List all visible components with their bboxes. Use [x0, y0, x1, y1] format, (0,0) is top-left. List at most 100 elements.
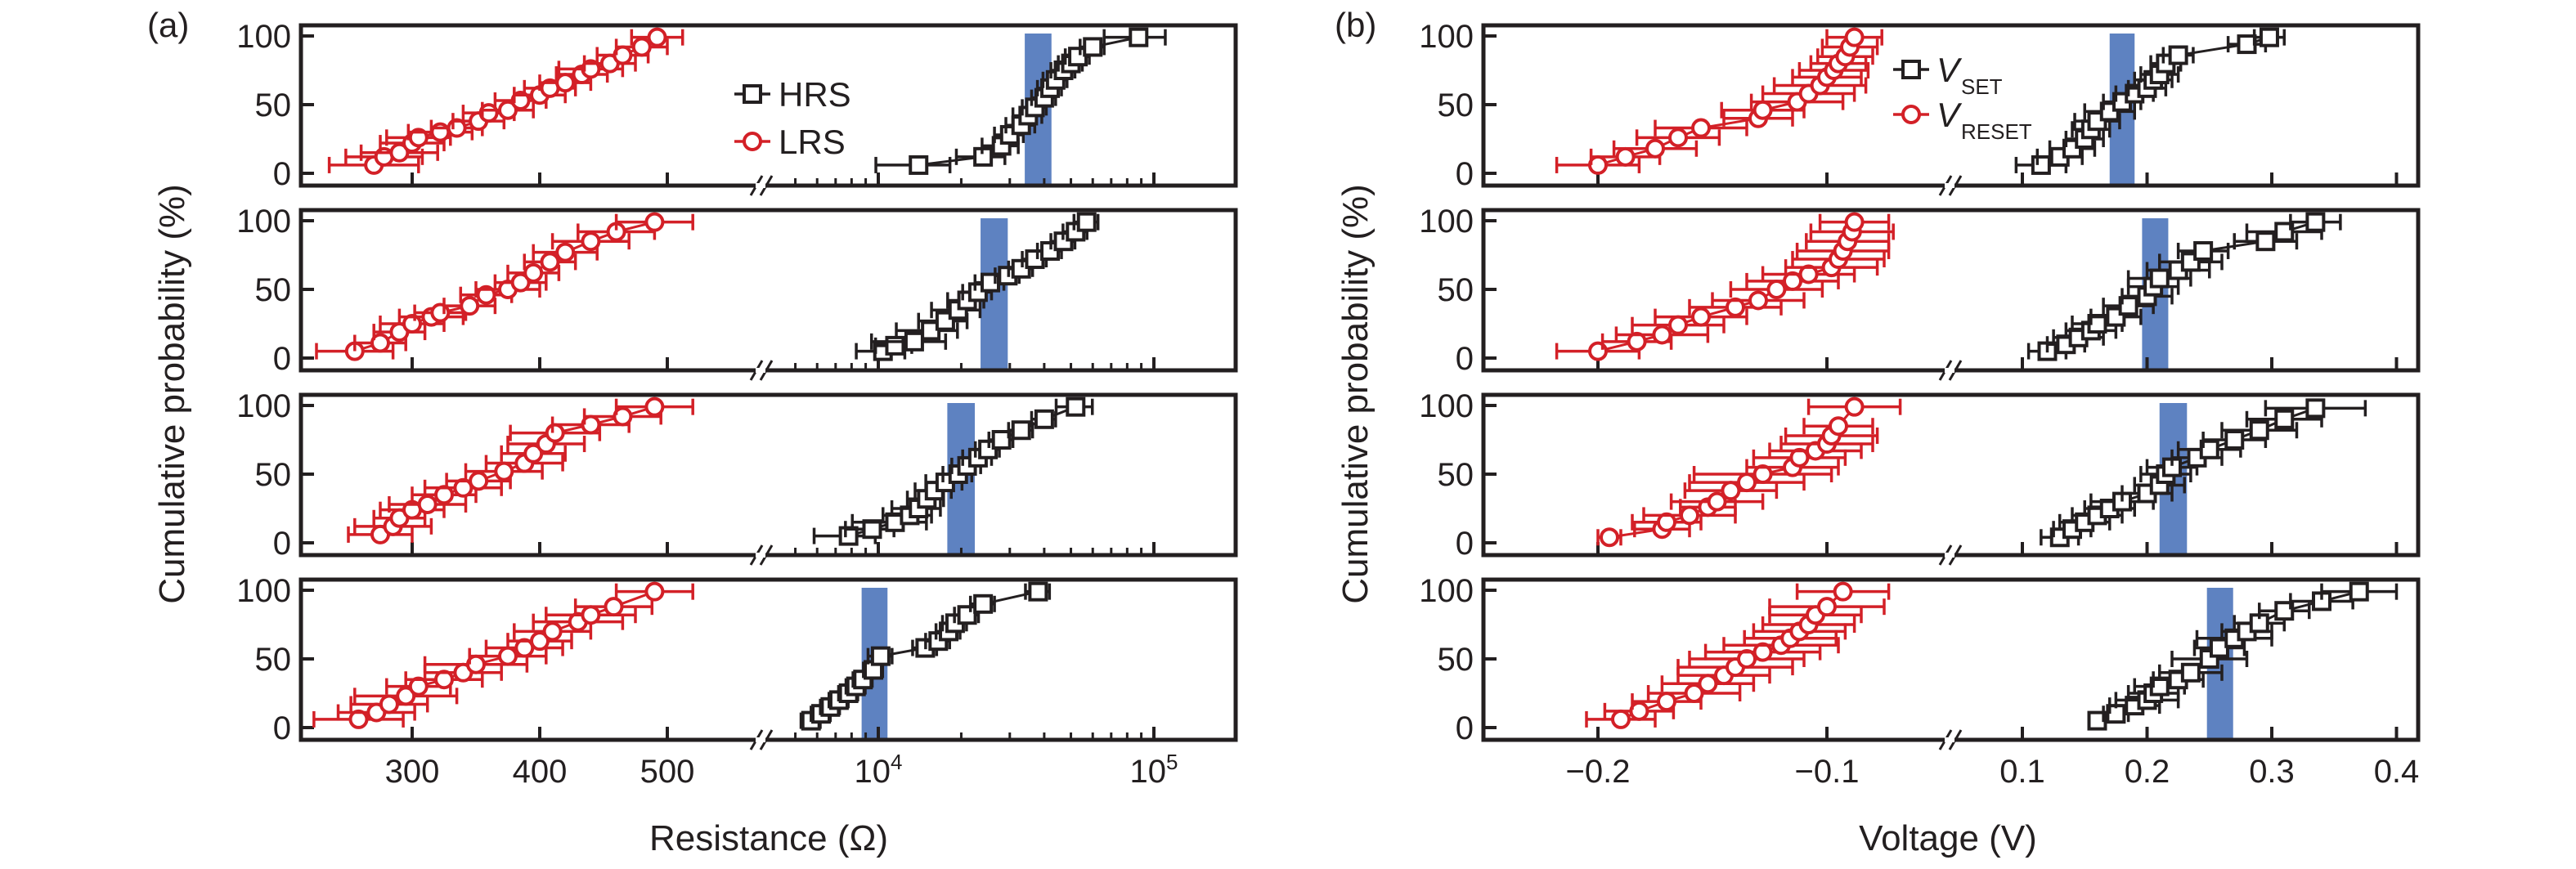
- axis-break-gap: [1945, 737, 1954, 742]
- series-lrs: [347, 396, 694, 544]
- data-point-square: [2087, 710, 2107, 731]
- data-point-square: [1066, 396, 1086, 417]
- series-lrs: [315, 212, 694, 361]
- data-point-circle: [613, 406, 633, 427]
- data-point-circle: [417, 494, 438, 514]
- data-point-circle: [1615, 146, 1636, 167]
- data-point-circle: [1748, 290, 1768, 311]
- subplot-a-3: 0 50 100: [236, 388, 1238, 566]
- data-point-square: [2305, 398, 2326, 419]
- series-set: [2014, 27, 2286, 175]
- subplot-b-4: 0 50 100 −0.2 −0.1 0.1 0.2 0.3 0.4: [1419, 573, 2421, 790]
- legend-label: LRS: [779, 123, 846, 161]
- data-point-circle: [1600, 527, 1619, 548]
- series-hrs: [812, 396, 1094, 546]
- series-lrs: [312, 581, 694, 729]
- data-point-square: [2168, 45, 2188, 65]
- axis-break-gap: [1945, 183, 1954, 188]
- series-hrs: [855, 212, 1100, 361]
- subplot-a-1: 0 50 100: [236, 19, 1238, 196]
- data-point-square: [2274, 409, 2295, 429]
- data-point-circle: [1698, 674, 1718, 694]
- data-point-circle: [1668, 128, 1688, 148]
- legend-subscript: RESET: [1961, 119, 2032, 144]
- axis-break-mark: [759, 544, 774, 566]
- subplot-b-1: 0 50 100: [1419, 19, 2421, 196]
- data-point-square: [2224, 430, 2245, 450]
- data-point-circle: [430, 122, 451, 142]
- data-point-square: [870, 646, 891, 666]
- y-tick-label: 50: [255, 272, 292, 308]
- data-point-square: [1011, 420, 1031, 441]
- data-point-circle: [1737, 473, 1757, 493]
- subplot-b-2: 0 50 100: [1419, 204, 2421, 381]
- data-point-circle: [1844, 212, 1865, 232]
- data-point-circle: [1684, 683, 1704, 703]
- data-point-circle: [523, 443, 544, 464]
- data-point-circle: [510, 272, 531, 293]
- subplot-a-4: 0 50 100 300 400 500 104 105: [236, 573, 1238, 790]
- legend-marker-square: [1901, 60, 1921, 79]
- y-tick-label: 100: [236, 204, 291, 240]
- axis-break-gap: [756, 368, 765, 373]
- data-point-square: [2259, 27, 2279, 47]
- y-tick-label: 0: [273, 710, 291, 746]
- y-tick-label: 0: [1456, 710, 1474, 746]
- data-point-square: [957, 605, 977, 625]
- axis-break-gap: [756, 553, 765, 558]
- legend-panel-a: HRS LRS: [734, 75, 851, 161]
- y-tick-label: 100: [236, 573, 291, 609]
- plot-frame: [298, 23, 1238, 188]
- data-point-circle: [540, 252, 560, 272]
- legend-label: V: [1936, 96, 1963, 134]
- data-point-circle: [460, 296, 480, 316]
- data-point-circle: [1645, 138, 1665, 159]
- data-point-circle: [1691, 307, 1711, 327]
- data-point-square: [1083, 37, 1103, 57]
- subplot-a-2: 0 50 100: [236, 204, 1238, 381]
- data-point-square: [2249, 420, 2269, 441]
- plot-frame: [298, 208, 1238, 373]
- x-tick-label: 500: [640, 754, 695, 790]
- axis-break-mark: [1948, 729, 1963, 750]
- data-point-square: [1076, 212, 1097, 232]
- data-point-circle: [1844, 27, 1865, 47]
- data-point-square: [2349, 581, 2369, 602]
- series-reset: [1555, 212, 1895, 361]
- plot-frame: [298, 392, 1238, 558]
- legend-marker-circle: [743, 132, 762, 151]
- x-tick-label: 300: [385, 754, 440, 790]
- data-point-circle: [542, 621, 563, 642]
- y-tick-label: 0: [273, 156, 291, 192]
- series-set: [2087, 581, 2399, 731]
- data-point-circle: [644, 396, 665, 417]
- panel-a: (a) Cumulative probability (%) Resistanc…: [147, 6, 1238, 858]
- y-tick-label: 100: [236, 388, 291, 424]
- axis-break-gap: [1945, 553, 1954, 558]
- x-tick-label: −0.1: [1795, 754, 1860, 790]
- axis-break-gap: [1945, 368, 1954, 373]
- data-point-circle: [1817, 597, 1837, 617]
- data-point-square: [2118, 296, 2138, 316]
- y-tick-label: 50: [1438, 642, 1474, 678]
- data-point-circle: [644, 212, 665, 232]
- data-point-circle: [1707, 491, 1727, 512]
- data-point-circle: [1691, 118, 1711, 138]
- data-point-circle: [555, 242, 576, 262]
- data-point-circle: [523, 262, 544, 283]
- data-point-circle: [1657, 692, 1676, 712]
- y-tick-label: 100: [1419, 573, 1474, 609]
- data-point-circle: [1668, 315, 1688, 335]
- x-tick-label: 0.3: [2249, 754, 2295, 790]
- series-set: [2026, 212, 2342, 361]
- data-point-circle: [498, 646, 518, 666]
- data-point-circle: [389, 142, 410, 163]
- y-tick-label: 50: [1438, 457, 1474, 493]
- data-point-square: [2193, 240, 2214, 261]
- data-point-circle: [644, 581, 665, 602]
- panel-a-xlabel: Resistance (Ω): [649, 818, 888, 858]
- data-point-circle: [370, 333, 390, 353]
- panel-b-label: (b): [1335, 6, 1376, 44]
